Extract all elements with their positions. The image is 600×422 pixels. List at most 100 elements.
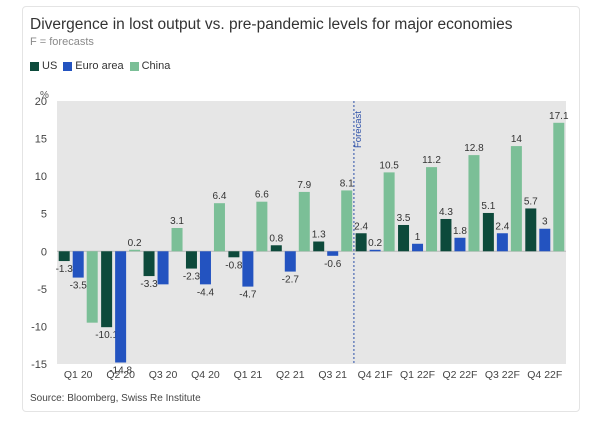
data-label-euro-area: -4.7: [239, 290, 257, 301]
chart-subtitle: F = forecasts: [30, 36, 94, 48]
bar-us: [313, 241, 325, 252]
legend-item-euro-area: Euro area: [63, 60, 124, 72]
data-label-china: 11.2: [422, 155, 441, 166]
source-note: Source: Bloomberg, Swiss Re Institute: [30, 393, 201, 404]
bar-euro-area: [454, 237, 466, 252]
bar-china: [171, 227, 183, 252]
data-label-us: 0.8: [269, 233, 283, 244]
bar-euro-area: [284, 251, 296, 272]
bar-us: [185, 251, 197, 269]
legend-item-china: China: [129, 60, 171, 72]
data-label-china: 6.6: [255, 190, 269, 201]
x-tick-label: Q1 21: [234, 369, 263, 381]
data-label-us: -10.1: [95, 330, 118, 341]
bar-china: [510, 146, 522, 252]
bar-euro-area: [199, 251, 211, 285]
legend-swatch-euro-area: [63, 61, 73, 71]
bar-china: [129, 249, 141, 252]
legend-swatch-us: [30, 61, 39, 71]
data-label-china: 0.2: [128, 238, 142, 249]
data-label-china: 17.1: [549, 111, 569, 122]
legend-label-us: US: [42, 60, 58, 72]
chart-legend: US Euro area China: [30, 60, 176, 72]
data-label-us: 5.7: [524, 196, 538, 207]
data-label-china: 12.8: [464, 143, 484, 154]
bar-euro-area: [72, 251, 84, 278]
y-tick-label: 10: [35, 171, 47, 183]
x-tick-label: Q3 22F: [485, 369, 520, 381]
bar-china: [256, 201, 268, 252]
data-label-euro-area: -3.5: [70, 281, 88, 292]
data-label-china: 7.9: [297, 180, 311, 191]
data-label-euro-area: 3: [542, 217, 548, 228]
bar-us: [398, 224, 410, 252]
data-label-us: 2.4: [354, 221, 368, 232]
y-tick-label: 20: [35, 96, 47, 108]
bar-us: [440, 218, 452, 252]
data-label-euro-area: -2.7: [282, 275, 300, 286]
bar-us: [482, 212, 494, 252]
x-tick-label: Q1 22F: [400, 369, 435, 381]
bar-china: [213, 203, 225, 252]
legend-item-us: US: [30, 60, 57, 72]
legend-label-china: China: [141, 60, 171, 72]
x-tick-label: Q2 22F: [442, 369, 477, 381]
y-tick-label: -15: [31, 359, 47, 371]
chart-title: Divergence in lost output vs. pre-pandem…: [30, 16, 513, 33]
bar-china: [426, 167, 438, 252]
x-tick-label: Q2 21: [276, 369, 305, 381]
bar-us: [58, 251, 70, 262]
legend-label-euro-area: Euro area: [75, 60, 124, 72]
data-label-china: 14: [511, 134, 523, 145]
data-label-euro-area: 1.8: [453, 226, 467, 237]
bar-euro-area: [496, 233, 508, 252]
data-label-us: 3.5: [397, 213, 411, 224]
data-label-us: -3.3: [140, 279, 158, 290]
y-tick-label: -5: [37, 284, 47, 296]
y-tick-label: 15: [35, 134, 47, 146]
bar-euro-area: [157, 251, 169, 285]
data-label-us: 1.3: [312, 230, 326, 241]
bar-china: [468, 155, 480, 252]
bar-euro-area: [539, 228, 551, 252]
y-tick-label: -10: [31, 321, 47, 333]
bar-us: [101, 251, 113, 328]
data-label-us: -2.3: [183, 272, 201, 283]
data-label-euro-area: 1: [415, 232, 421, 243]
data-label-us: 5.1: [481, 201, 495, 212]
bar-china: [298, 191, 310, 252]
x-tick-label: Q4 20: [191, 369, 220, 381]
bar-euro-area: [327, 251, 339, 256]
data-label-euro-area: 0.2: [368, 238, 382, 249]
data-label-euro-area: -0.6: [324, 259, 342, 270]
bar-euro-area: [115, 251, 127, 363]
x-tick-label: Q1 20: [64, 369, 93, 381]
x-tick-label: Q3 20: [149, 369, 178, 381]
bar-us: [228, 251, 240, 258]
bar-us: [525, 208, 537, 252]
y-axis-unit-label: %: [40, 90, 49, 101]
bar-euro-area: [242, 251, 254, 287]
x-tick-label: Q2 20: [106, 369, 135, 381]
bar-us: [143, 251, 155, 277]
bar-china: [383, 172, 395, 252]
x-tick-label: Q3 21: [318, 369, 347, 381]
data-label-euro-area: -4.4: [197, 287, 215, 298]
data-label-china: 3.1: [170, 216, 184, 227]
data-label-china: 6.4: [213, 191, 227, 202]
data-label-china: 8.1: [340, 178, 354, 189]
forecast-annotation: Forecast: [353, 111, 364, 148]
data-label-us: 4.3: [439, 207, 453, 218]
bar-euro-area: [412, 243, 424, 252]
x-tick-label: Q4 22F: [527, 369, 562, 381]
bar-euro-area: [369, 249, 381, 252]
data-label-euro-area: -14.8: [109, 365, 132, 376]
data-label-us: -1.3: [56, 264, 74, 275]
data-label-euro-area: 2.4: [495, 221, 509, 232]
data-label-china: 10.5: [379, 160, 399, 171]
plot-background: [57, 101, 566, 364]
bar-china: [86, 251, 98, 323]
x-tick-label: Q4 21F: [358, 369, 393, 381]
y-tick-label: 5: [41, 209, 47, 221]
